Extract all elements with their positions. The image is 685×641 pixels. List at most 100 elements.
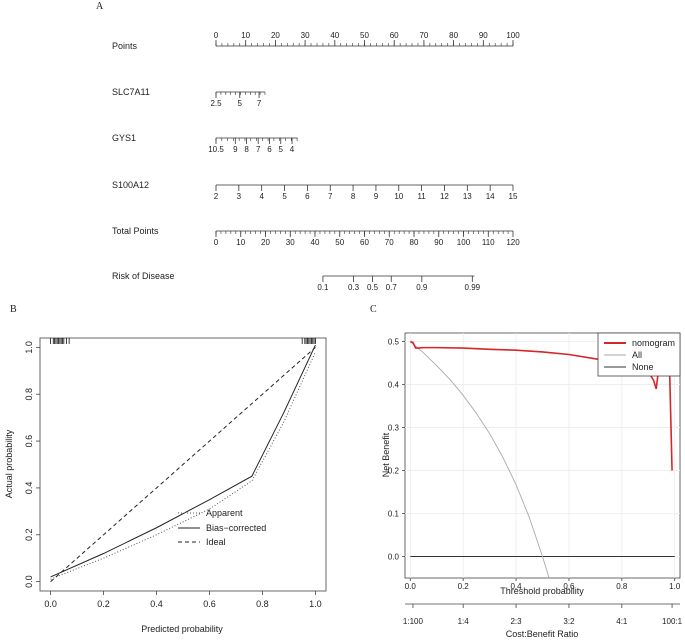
calibration-axis-ticks: 0.0 0.2 0.4 0.6 0.8 1.0 0.0 0.2 0.4 0.6 0.8 1.0 (24, 341, 322, 609)
nomogram-tick-label-total-points: 120 (506, 238, 520, 247)
calibration-x-tick-label: 0.0 (44, 599, 57, 609)
nomogram-tick-label-s100a12: 5 (282, 192, 287, 201)
panel-label-c: C (370, 304, 377, 315)
calibration-x-tick-label: 0.8 (256, 599, 269, 609)
dca-y-tick-label: 0.2 (388, 467, 400, 476)
calibration-x-tick-label: 0.4 (150, 599, 163, 609)
nomogram-tick-label-points: 100 (506, 31, 520, 40)
nomogram-tick-label-risk-of-disease: 0.99 (465, 283, 481, 292)
dca-x-tick-label: 0.6 (563, 582, 575, 591)
nomogram-row-label-total-points: Total Points (112, 226, 159, 236)
cost-benefit-ticks: 1:100 1:4 2:3 3:2 4:1 100:1 (403, 604, 683, 626)
calibration-y-tick-label: 1.0 (24, 341, 34, 354)
nomogram-tick-label-points: 0 (214, 31, 219, 40)
nomogram-tick-label-points: 70 (419, 31, 428, 40)
legend-label-nomogram: nomogram (632, 338, 675, 348)
nomogram-tick-label-total-points: 80 (410, 238, 419, 247)
nomogram-tick-label-s100a12: 10 (394, 192, 403, 201)
nomogram-tick-label-gys1: 6 (267, 145, 272, 154)
legend-label-bias-corrected: Bias−corrected (206, 523, 266, 533)
nomogram-tick-label-gys1: 8 (244, 145, 249, 154)
nomogram-tick-label-total-points: 10 (236, 238, 245, 247)
panel-label-b: B (10, 304, 17, 315)
calibration-lines (50, 344, 316, 583)
calibration-plot-frame (39, 337, 327, 592)
legend-label-none: None (632, 362, 654, 372)
nomogram-tick-label-slc7a11: 5 (238, 99, 243, 108)
calibration-x-tick-label: 0.6 (203, 599, 216, 609)
nomogram-tick-label-points: 80 (449, 31, 458, 40)
nomogram-tick-label-slc7a11: 2.5 (210, 99, 222, 108)
calibration-y-axis-title: Actual probability (4, 429, 14, 498)
calibration-line-bias-corrected (50, 344, 316, 578)
legend-label-ideal: Ideal (206, 537, 226, 547)
nomogram-row-label-gys1: GYS1 (112, 133, 136, 143)
dca-x-tick-label: 0.4 (510, 582, 522, 591)
dca-y-tick-label: 0.4 (388, 381, 400, 390)
nomogram-tick-label-s100a12: 7 (328, 192, 333, 201)
nomogram-tick-label-s100a12: 11 (417, 192, 426, 201)
nomogram-tick-label-s100a12: 4 (259, 192, 264, 201)
dca-plot-frame (404, 332, 681, 579)
calibration-panel: 0.0 0.2 0.4 0.6 0.8 1.0 0.0 0.2 0.4 0.6 0.8 1.0 App… (4, 337, 327, 634)
nomogram-row-label-risk-of-disease: Risk of Disease (112, 271, 175, 281)
calibration-x-tick-label: 1.0 (309, 599, 322, 609)
nomogram-tick-label-gys1: 10.5 (208, 145, 224, 154)
dca-line-all (409, 341, 550, 579)
calibration-rug (50, 338, 316, 344)
nomogram-tick-label-risk-of-disease: 0.3 (348, 283, 360, 292)
nomogram-tick-label-s100a12: 12 (440, 192, 449, 201)
nomogram-tick-label-total-points: 30 (286, 238, 295, 247)
calibration-y-tick-label: 0.8 (24, 388, 34, 401)
nomogram-tick-label-risk-of-disease: 0.9 (416, 283, 428, 292)
dca-y-axis-title: Net Benefit (381, 432, 391, 477)
nomogram-row-label-slc7a11: SLC7A11 (112, 87, 150, 97)
nomogram-tick-label-points: 40 (330, 31, 339, 40)
cost-benefit-tick-label: 3:2 (563, 617, 575, 626)
cost-benefit-tick-label: 1:4 (458, 617, 470, 626)
cost-benefit-tick-label: 100:1 (662, 617, 683, 626)
nomogram-tick-label-slc7a11: 7 (257, 99, 262, 108)
nomogram-tick-label-s100a12: 9 (374, 192, 379, 201)
nomogram-tick-label-total-points: 40 (311, 238, 320, 247)
nomogram-tick-label-s100a12: 14 (486, 192, 495, 201)
nomogram-tick-label-risk-of-disease: 0.1 (317, 283, 329, 292)
calibration-x-tick-label: 0.2 (97, 599, 110, 609)
nomogram-tick-label-s100a12: 6 (305, 192, 310, 201)
nomogram-row-label-points: Points (112, 41, 138, 51)
cost-benefit-tick-label: 4:1 (616, 617, 628, 626)
nomogram-tick-label-points: 30 (301, 31, 310, 40)
nomogram-tick-label-s100a12: 2 (214, 192, 219, 201)
nomogram-tick-label-total-points: 60 (360, 238, 369, 247)
legend-label-all: All (632, 350, 642, 360)
calibration-line-ideal (50, 346, 316, 583)
calibration-y-tick-label: 0.2 (24, 529, 34, 542)
nomogram-tick-label-total-points: 90 (434, 238, 443, 247)
dca-x-tick-label: 1.0 (669, 582, 681, 591)
dca-axis-ticks: 0.0 0.2 0.4 0.6 0.8 1.0 0.0 0.1 0.2 0.3 0.4 0.5 (388, 338, 681, 591)
nomogram-tick-label-total-points: 110 (482, 238, 495, 247)
nomogram-tick-label-total-points: 0 (214, 238, 219, 247)
calibration-y-tick-label: 0.4 (24, 482, 34, 495)
nomogram-tick-label-total-points: 100 (457, 238, 471, 247)
panel-label-a: A (96, 1, 104, 12)
dca-x-axis-title: Threshold probability (500, 586, 584, 596)
dca-y-tick-label: 0.0 (388, 553, 400, 562)
nomogram-tick-label-s100a12: 13 (463, 192, 472, 201)
calibration-y-tick-label: 0.6 (24, 435, 34, 448)
dca-y-tick-label: 0.3 (388, 424, 400, 433)
nomogram-row-label-s100a12: S100A12 (112, 180, 149, 190)
dca-y-tick-label: 0.5 (388, 338, 400, 347)
nomogram-tick-label-s100a12: 8 (351, 192, 356, 201)
dca-x-tick-label: 0.8 (616, 582, 628, 591)
nomogram-tick-label-total-points: 70 (385, 238, 394, 247)
cost-benefit-tick-label: 1:100 (403, 617, 424, 626)
calibration-line-apparent (50, 351, 316, 580)
nomogram-tick-label-points: 60 (390, 31, 399, 40)
nomogram-tick-label-points: 50 (360, 31, 369, 40)
nomogram-tick-label-s100a12: 15 (509, 192, 518, 201)
nomogram-tick-label-gys1: 4 (290, 145, 295, 154)
nomogram-tick-label-gys1: 5 (279, 145, 284, 154)
